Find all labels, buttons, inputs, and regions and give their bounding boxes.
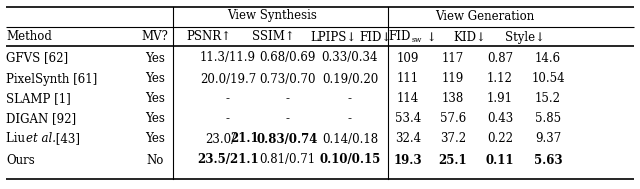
Text: 23.5/21.1: 23.5/21.1	[197, 153, 259, 167]
Text: GFVS [62]: GFVS [62]	[6, 51, 68, 64]
Text: 1.12: 1.12	[487, 73, 513, 85]
Text: -: -	[226, 112, 230, 125]
Text: FID↓: FID↓	[359, 30, 391, 43]
Text: 119: 119	[442, 73, 464, 85]
Text: 0.33/0.34: 0.33/0.34	[322, 51, 378, 64]
Text: 11.3/11.9: 11.3/11.9	[200, 51, 256, 64]
Text: 0.83/0.74: 0.83/0.74	[256, 132, 317, 146]
Text: Style↓: Style↓	[505, 30, 545, 43]
Text: MV?: MV?	[141, 30, 168, 43]
Text: 0.11: 0.11	[486, 153, 515, 167]
Text: 0.14/0.18: 0.14/0.18	[322, 132, 378, 146]
Text: 0.22: 0.22	[487, 132, 513, 146]
Text: 19.3: 19.3	[394, 153, 422, 167]
Text: 0.87: 0.87	[487, 51, 513, 64]
Text: Yes: Yes	[145, 92, 165, 105]
Text: 5.85: 5.85	[535, 112, 561, 125]
Text: 32.4: 32.4	[395, 132, 421, 146]
Text: 138: 138	[442, 92, 464, 105]
Text: 9.37: 9.37	[535, 132, 561, 146]
Text: Ours: Ours	[6, 153, 35, 167]
Text: 117: 117	[442, 51, 464, 64]
Text: 14.6: 14.6	[535, 51, 561, 64]
Text: No: No	[147, 153, 164, 167]
Text: 0.43: 0.43	[487, 112, 513, 125]
Text: SSIM↑: SSIM↑	[252, 30, 294, 43]
Text: Yes: Yes	[145, 51, 165, 64]
Text: 5.63: 5.63	[534, 153, 563, 167]
Text: -: -	[285, 92, 289, 105]
Text: 111: 111	[397, 73, 419, 85]
Text: Liu: Liu	[6, 132, 29, 146]
Text: et al.: et al.	[26, 132, 56, 146]
Text: 25.1: 25.1	[438, 153, 467, 167]
Text: 114: 114	[397, 92, 419, 105]
Text: 0.73/0.70: 0.73/0.70	[259, 73, 316, 85]
Text: Yes: Yes	[145, 73, 165, 85]
Text: -: -	[226, 92, 230, 105]
Text: 0.10/0.15: 0.10/0.15	[319, 153, 381, 167]
Text: LPIPS↓: LPIPS↓	[310, 30, 356, 43]
Text: sw: sw	[412, 36, 422, 44]
Text: 0.68/0.69: 0.68/0.69	[259, 51, 315, 64]
Text: PSNR↑: PSNR↑	[186, 30, 232, 43]
Text: View Synthesis: View Synthesis	[227, 9, 317, 22]
Text: 0.19/0.20: 0.19/0.20	[322, 73, 378, 85]
Text: -: -	[348, 112, 352, 125]
Text: ↓: ↓	[423, 30, 436, 43]
Text: 1.91: 1.91	[487, 92, 513, 105]
Text: Method: Method	[6, 30, 52, 43]
Text: View Generation: View Generation	[435, 9, 534, 22]
Text: 53.4: 53.4	[395, 112, 421, 125]
Text: SLAMP [1]: SLAMP [1]	[6, 92, 71, 105]
Text: 0.81/0.71: 0.81/0.71	[259, 153, 315, 167]
Text: Yes: Yes	[145, 112, 165, 125]
Text: 23.0/: 23.0/	[205, 132, 236, 146]
Text: 21.1: 21.1	[230, 132, 259, 146]
Text: -: -	[285, 112, 289, 125]
Text: Yes: Yes	[145, 132, 165, 146]
Text: 15.2: 15.2	[535, 92, 561, 105]
Text: 20.0/19.7: 20.0/19.7	[200, 73, 256, 85]
Text: -: -	[348, 92, 352, 105]
Text: DIGAN [92]: DIGAN [92]	[6, 112, 76, 125]
Text: 57.6: 57.6	[440, 112, 466, 125]
Text: 10.54: 10.54	[531, 73, 565, 85]
Text: [43]: [43]	[52, 132, 81, 146]
Text: KID↓: KID↓	[454, 30, 486, 43]
Text: 109: 109	[397, 51, 419, 64]
Text: FID: FID	[388, 30, 411, 43]
Text: PixelSynth [61]: PixelSynth [61]	[6, 73, 97, 85]
Text: 37.2: 37.2	[440, 132, 466, 146]
